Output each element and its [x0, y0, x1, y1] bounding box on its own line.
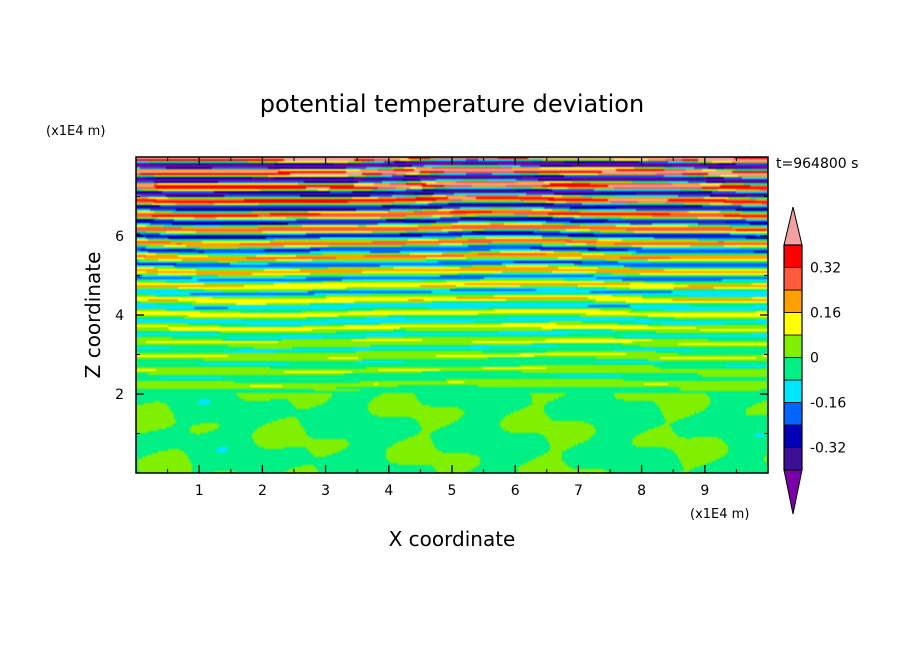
colorbar-tick-label: -0.32 [810, 441, 846, 457]
colorbar-tick-label: 0 [810, 351, 819, 367]
x-axis: 1 2 3 4 5 6 7 8 9 [167, 157, 737, 499]
colorbar-band [783, 289, 803, 313]
colorbar: 0.32 0.16 0 -0.16 -0.32 [783, 206, 846, 515]
x-tick-label: 3 [321, 483, 330, 499]
colorbar-tick-label: 0.16 [810, 306, 841, 322]
colorbar-extend-min [783, 469, 803, 515]
y-tick-label: 2 [115, 387, 124, 403]
colorbar-band [783, 379, 803, 403]
x-tick-label: 1 [195, 483, 204, 499]
chart-title: potential temperature deviation [260, 90, 644, 118]
x-axis-title: X coordinate [389, 527, 516, 551]
colorbar-band [783, 267, 803, 291]
x-tick-label: 8 [637, 483, 646, 499]
colorbar-band [783, 402, 803, 426]
y-axis: 2 4 6 [115, 196, 768, 434]
colorbar-band [783, 244, 803, 268]
colorbar-frame [783, 244, 803, 471]
colorbar-band [783, 334, 803, 358]
colorbar-band [783, 424, 803, 448]
x-tick-label: 4 [384, 483, 393, 499]
y-axis-title: Z coordinate [81, 252, 105, 379]
colorbar-band [783, 357, 803, 381]
y-tick-label: 4 [115, 308, 124, 324]
time-label: t=964800 s [776, 156, 858, 172]
colorbar-band [783, 447, 803, 471]
heatmap-image [136, 157, 768, 473]
colorbar-tick-label: -0.16 [810, 396, 846, 412]
x-tick-label: 5 [448, 483, 457, 499]
y-tick-label: 6 [115, 229, 124, 245]
heatmap-field [136, 157, 768, 473]
colorbar-tick-label: 0.32 [810, 261, 841, 277]
y-unit-label: (x1E4 m) [46, 124, 105, 139]
x-tick-label: 9 [700, 483, 709, 499]
colorbar-extend-max [783, 206, 803, 246]
x-tick-label: 7 [574, 483, 583, 499]
x-tick-label: 2 [258, 483, 267, 499]
colorbar-band [783, 312, 803, 336]
x-tick-label: 6 [511, 483, 520, 499]
x-unit-label: (x1E4 m) [690, 507, 749, 522]
